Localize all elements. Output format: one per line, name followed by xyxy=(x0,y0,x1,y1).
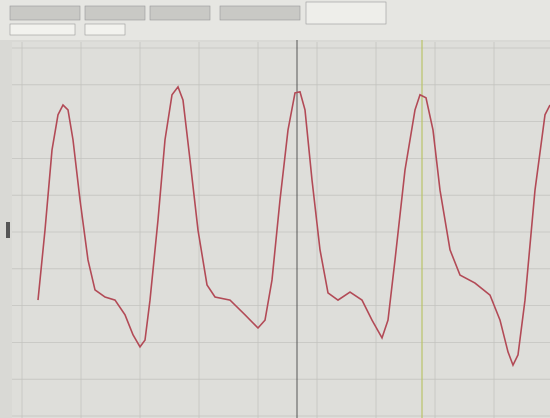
screen xyxy=(0,0,550,418)
button-group[interactable] xyxy=(220,6,300,20)
plot-area xyxy=(12,42,550,418)
button-group[interactable] xyxy=(150,6,210,20)
page: {"chart_data": {"type": "line", "x": [38… xyxy=(0,0,550,418)
button-group[interactable] xyxy=(85,6,145,20)
dropdown[interactable] xyxy=(10,24,75,35)
info-box xyxy=(306,2,386,24)
button-group[interactable] xyxy=(10,6,80,20)
axis-handle[interactable] xyxy=(6,222,10,238)
input[interactable] xyxy=(85,24,125,35)
